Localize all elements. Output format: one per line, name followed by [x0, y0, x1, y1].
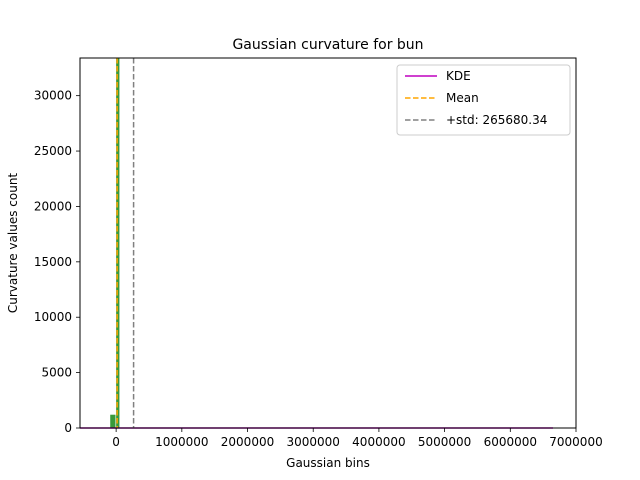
y-tick-label: 25000 — [34, 144, 72, 158]
x-axis-ticks: 0 1000000 2000000 3000000 4000000 5000000 6000… — [112, 428, 603, 449]
x-tick-label: 6000000 — [484, 435, 537, 449]
y-tick-label: 0 — [64, 421, 72, 435]
legend-kde-label: KDE — [446, 69, 471, 83]
y-tick-label: 5000 — [41, 366, 72, 380]
x-axis-label: Gaussian bins — [286, 456, 370, 470]
plot-area — [79, 57, 577, 429]
legend-mean-label: Mean — [446, 91, 479, 105]
x-tick-label: 2000000 — [221, 435, 274, 449]
x-tick-label: 4000000 — [352, 435, 405, 449]
x-tick-label: 5000000 — [418, 435, 471, 449]
chart-title: Gaussian curvature for bun — [232, 37, 423, 53]
y-tick-label: 30000 — [34, 89, 72, 103]
x-tick-label: 1000000 — [155, 435, 208, 449]
histogram-bar-0 — [110, 414, 116, 428]
legend-std-label: +std: 265680.34 — [446, 113, 547, 127]
y-tick-label: 20000 — [34, 199, 72, 213]
y-tick-label: 15000 — [34, 255, 72, 269]
legend: KDE Mean +std: 265680.34 — [396, 64, 571, 136]
axes-frame — [79, 57, 577, 429]
x-tick-label: 0 — [112, 435, 120, 449]
x-tick-label: 7000000 — [549, 435, 602, 449]
y-axis-label: Curvature values count — [6, 173, 20, 314]
y-axis-ticks: 0 5000 10000 15000 20000 25000 30000 — [34, 89, 80, 435]
legend-box — [396, 64, 571, 136]
x-tick-label: 3000000 — [286, 435, 339, 449]
y-tick-label: 10000 — [34, 310, 72, 324]
